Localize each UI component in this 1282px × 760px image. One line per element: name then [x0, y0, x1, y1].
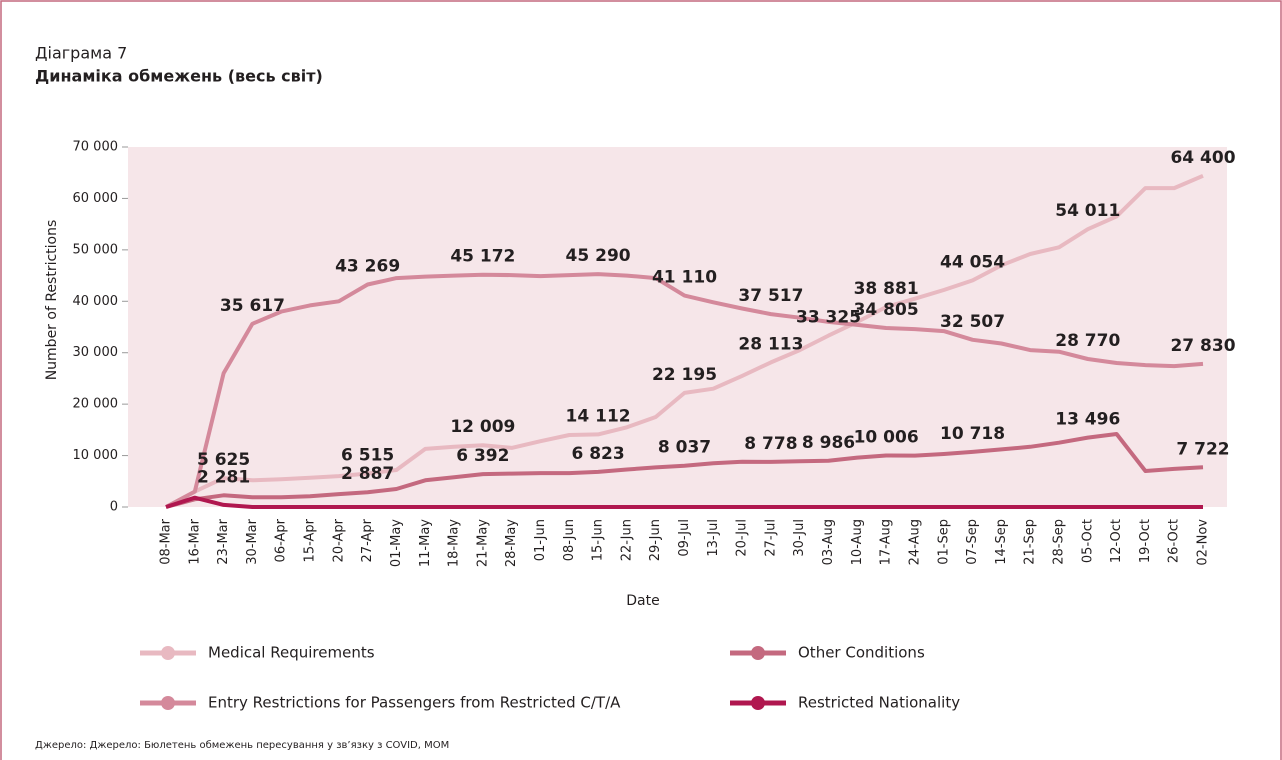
y-tick-label: 60 000: [73, 191, 119, 206]
plot-area: [128, 147, 1227, 507]
x-tick-label: 30-Jul: [792, 519, 807, 557]
y-tick-label: 20 000: [73, 397, 119, 412]
data-label: 33 325: [796, 308, 861, 328]
x-axis-title: Date: [626, 593, 659, 609]
x-tick-label: 08-Jun: [562, 519, 577, 561]
x-tick-label: 27-Jul: [763, 519, 778, 557]
x-tick-label: 05-Oct: [1080, 519, 1095, 563]
x-tick-label: 15-Jun: [591, 519, 606, 561]
data-label: 54 011: [1055, 201, 1120, 221]
x-tick-label: 29-Jun: [648, 519, 663, 561]
data-label: 5 625: [197, 450, 250, 470]
x-tick-label: 16-Mar: [187, 518, 202, 564]
data-label: 7 722: [1176, 439, 1229, 459]
legend-label: Restricted Nationality: [798, 694, 960, 712]
data-label: 13 496: [1055, 410, 1120, 430]
series-line: [165, 432, 1204, 509]
x-tick-label: 11-May: [418, 519, 433, 567]
data-label: 44 054: [940, 252, 1005, 272]
data-label: 6 392: [456, 446, 509, 466]
y-tick-label: 70 000: [73, 140, 119, 155]
y-axis-title: Number of Restrictions: [44, 220, 60, 381]
data-label: 35 617: [220, 296, 285, 316]
y-tick-label: 0: [110, 500, 118, 515]
data-label: 14 112: [566, 406, 631, 426]
x-tick-label: 21-May: [475, 519, 490, 567]
x-tick-label: 07-Sep: [965, 519, 980, 565]
x-tick-label: 19-Oct: [1138, 519, 1153, 563]
data-label: 38 881: [854, 279, 919, 299]
data-label: 2 281: [197, 467, 250, 487]
x-tick-label: 09-Jul: [677, 519, 692, 557]
series-line: [165, 495, 1203, 509]
x-tick-label: 17-Aug: [879, 519, 894, 565]
x-tick-label: 14-Sep: [994, 519, 1009, 565]
y-tick-label: 50 000: [73, 242, 119, 257]
legend-marker: [751, 696, 765, 710]
x-tick-label: 28-May: [504, 519, 519, 567]
data-label: 10 718: [940, 424, 1005, 444]
y-tick-label: 10 000: [73, 448, 119, 463]
x-tick-label: 20-Apr: [331, 518, 346, 562]
x-tick-label: 15-Apr: [303, 518, 318, 562]
x-tick-label: 13-Jul: [706, 519, 721, 557]
x-tick-label: 10-Aug: [850, 519, 865, 565]
data-label: 8 778: [744, 434, 797, 454]
data-label: 10 006: [854, 428, 919, 448]
data-label: 43 269: [335, 256, 400, 276]
x-tick-label: 26-Oct: [1167, 519, 1182, 563]
x-tick-label: 18-May: [447, 519, 462, 567]
chart-label: Діаграма 7: [35, 44, 127, 63]
y-tick-label: 30 000: [73, 345, 119, 360]
data-label: 8 037: [658, 438, 711, 458]
x-tick-label: 20-Jul: [735, 519, 750, 557]
x-tick-label: 23-Mar: [216, 518, 231, 564]
data-label: 2 887: [341, 464, 394, 484]
data-label: 32 507: [940, 312, 1005, 332]
x-tick-label: 21-Sep: [1023, 519, 1038, 565]
data-label: 28 770: [1055, 331, 1120, 351]
series-line: [165, 173, 1204, 509]
x-tick-label: 28-Sep: [1051, 519, 1066, 565]
chart-title: Динаміка обмежень (весь світ): [35, 67, 323, 86]
x-tick-label: 12-Oct: [1109, 519, 1124, 563]
legend-marker: [161, 696, 175, 710]
data-label: 37 517: [738, 286, 803, 306]
source: Джерело: Джерело: Бюлетень обмежень пере…: [35, 740, 449, 751]
data-label: 27 830: [1170, 336, 1235, 356]
x-tick-label: 08-Mar: [159, 518, 174, 564]
x-tick-label: 06-Apr: [274, 518, 289, 562]
x-tick-label: 02-Nov: [1196, 519, 1211, 566]
x-tick-label: 30-Mar: [245, 518, 260, 564]
data-label: 45 172: [450, 247, 515, 267]
x-tick-label: 24-Aug: [907, 519, 922, 565]
series-line: [165, 272, 1204, 509]
data-label: 6 823: [571, 444, 624, 464]
data-label: 6 515: [341, 445, 394, 465]
legend-marker: [751, 646, 765, 660]
data-label: 22 195: [652, 365, 717, 385]
x-tick-label: 22-Jun: [619, 519, 634, 561]
x-tick-label: 01-Sep: [936, 519, 951, 565]
data-label: 34 805: [854, 300, 919, 320]
x-tick-label: 03-Aug: [821, 519, 836, 565]
data-label: 41 110: [652, 268, 717, 288]
x-tick-label: 27-Apr: [360, 518, 375, 562]
legend-label: Medical Requirements: [208, 644, 375, 662]
data-label: 45 290: [566, 246, 631, 266]
data-label: 8 986: [802, 433, 855, 453]
data-label: 64 400: [1170, 148, 1235, 168]
y-tick-label: 40 000: [73, 294, 119, 309]
data-label: 12 009: [450, 417, 515, 437]
x-tick-label: 01-May: [389, 519, 404, 567]
data-label: 28 113: [738, 334, 803, 354]
legend-label: Other Conditions: [798, 644, 925, 662]
legend-label: Entry Restrictions for Passengers from R…: [208, 694, 621, 712]
legend-marker: [161, 646, 175, 660]
x-tick-label: 01-Jun: [533, 519, 548, 561]
